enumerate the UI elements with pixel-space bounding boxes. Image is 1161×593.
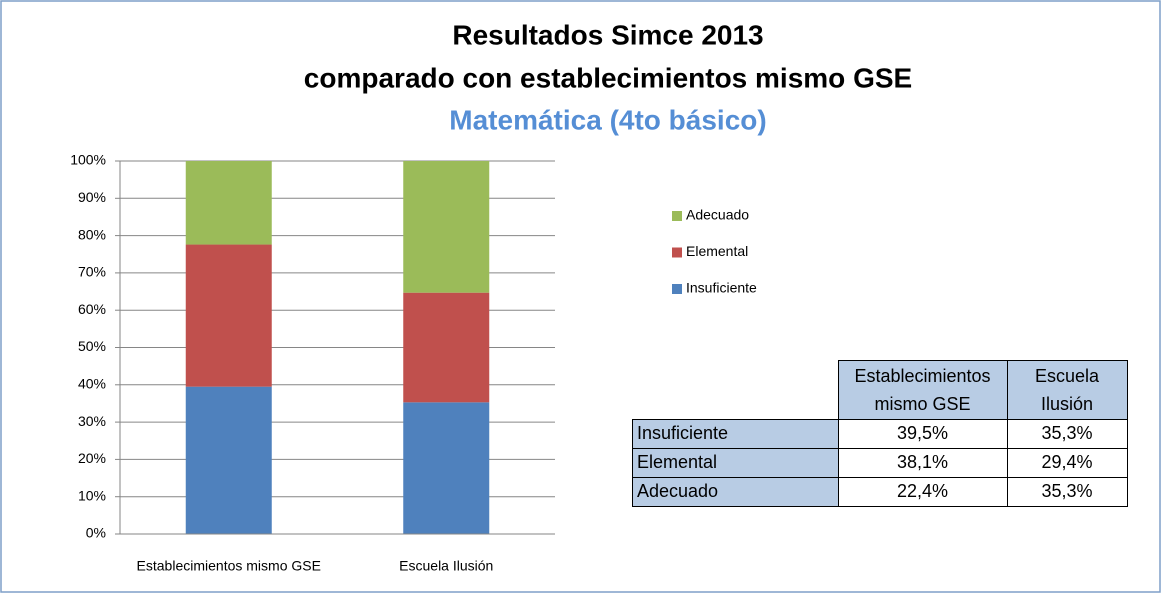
bar-segment [185,244,272,387]
bar-segment [403,292,490,403]
table-cell: 29,4% [1006,447,1128,478]
chart-subtitle: Matemática (4to básico) [449,104,766,135]
table-cell: 39,5% [837,418,1008,449]
table-row: Adecuado 22,4% 35,3% [632,476,1128,507]
table-cell: 22,4% [837,476,1008,507]
legend-label: Elemental [686,243,748,259]
x-tick-label: Escuela Ilusión [399,558,493,574]
chart-title: comparado con establecimientos mismo GSE [304,62,912,93]
table-cell: 38,1% [837,447,1008,478]
table-cell: 35,3% [1006,418,1128,449]
bar-segment [403,161,490,293]
table-cell: Escuela Ilusión [1006,360,1128,420]
table-row: Elemental 38,1% 29,4% [632,447,1128,478]
y-tick-label: 20% [78,450,106,466]
table-cell [633,361,839,420]
table-cell: Insuficiente [632,418,839,449]
bar-segment [185,161,272,245]
bar-segment [403,402,490,534]
table-cell: Adecuado [632,476,839,507]
y-tick-label: 70% [78,264,106,280]
y-tick-label: 40% [78,376,106,392]
y-tick-label: 90% [78,189,106,205]
y-tick-label: 80% [78,226,106,242]
chart-title: Resultados Simce 2013 [452,19,763,50]
table-cell: Elemental [632,447,839,478]
table-cell: Establecimientos mismo GSE [837,360,1008,420]
table-header: Establecimientos mismo GSE Escuela Ilusió… [633,360,1128,420]
legend-swatch [672,211,682,221]
table-cell: 35,3% [1006,476,1128,507]
y-tick-label: 100% [70,152,106,168]
y-tick-label: 60% [78,301,106,317]
y-tick-label: 50% [78,338,106,354]
y-tick-label: 10% [78,487,106,503]
x-tick-label: Establecimientos mismo GSE [137,558,321,574]
bar-segment [185,386,272,534]
legend-label: Insuficiente [686,280,757,296]
y-tick-label: 0% [86,525,106,541]
legend-label: Adecuado [686,207,749,223]
data-table: Establecimientos mismo GSE Escuela Ilusió… [632,360,1128,507]
table-row: Insuficiente 39,5% 35,3% [632,418,1128,449]
y-tick-label: 30% [78,413,106,429]
legend-swatch [672,247,682,258]
legend-swatch [672,284,682,294]
